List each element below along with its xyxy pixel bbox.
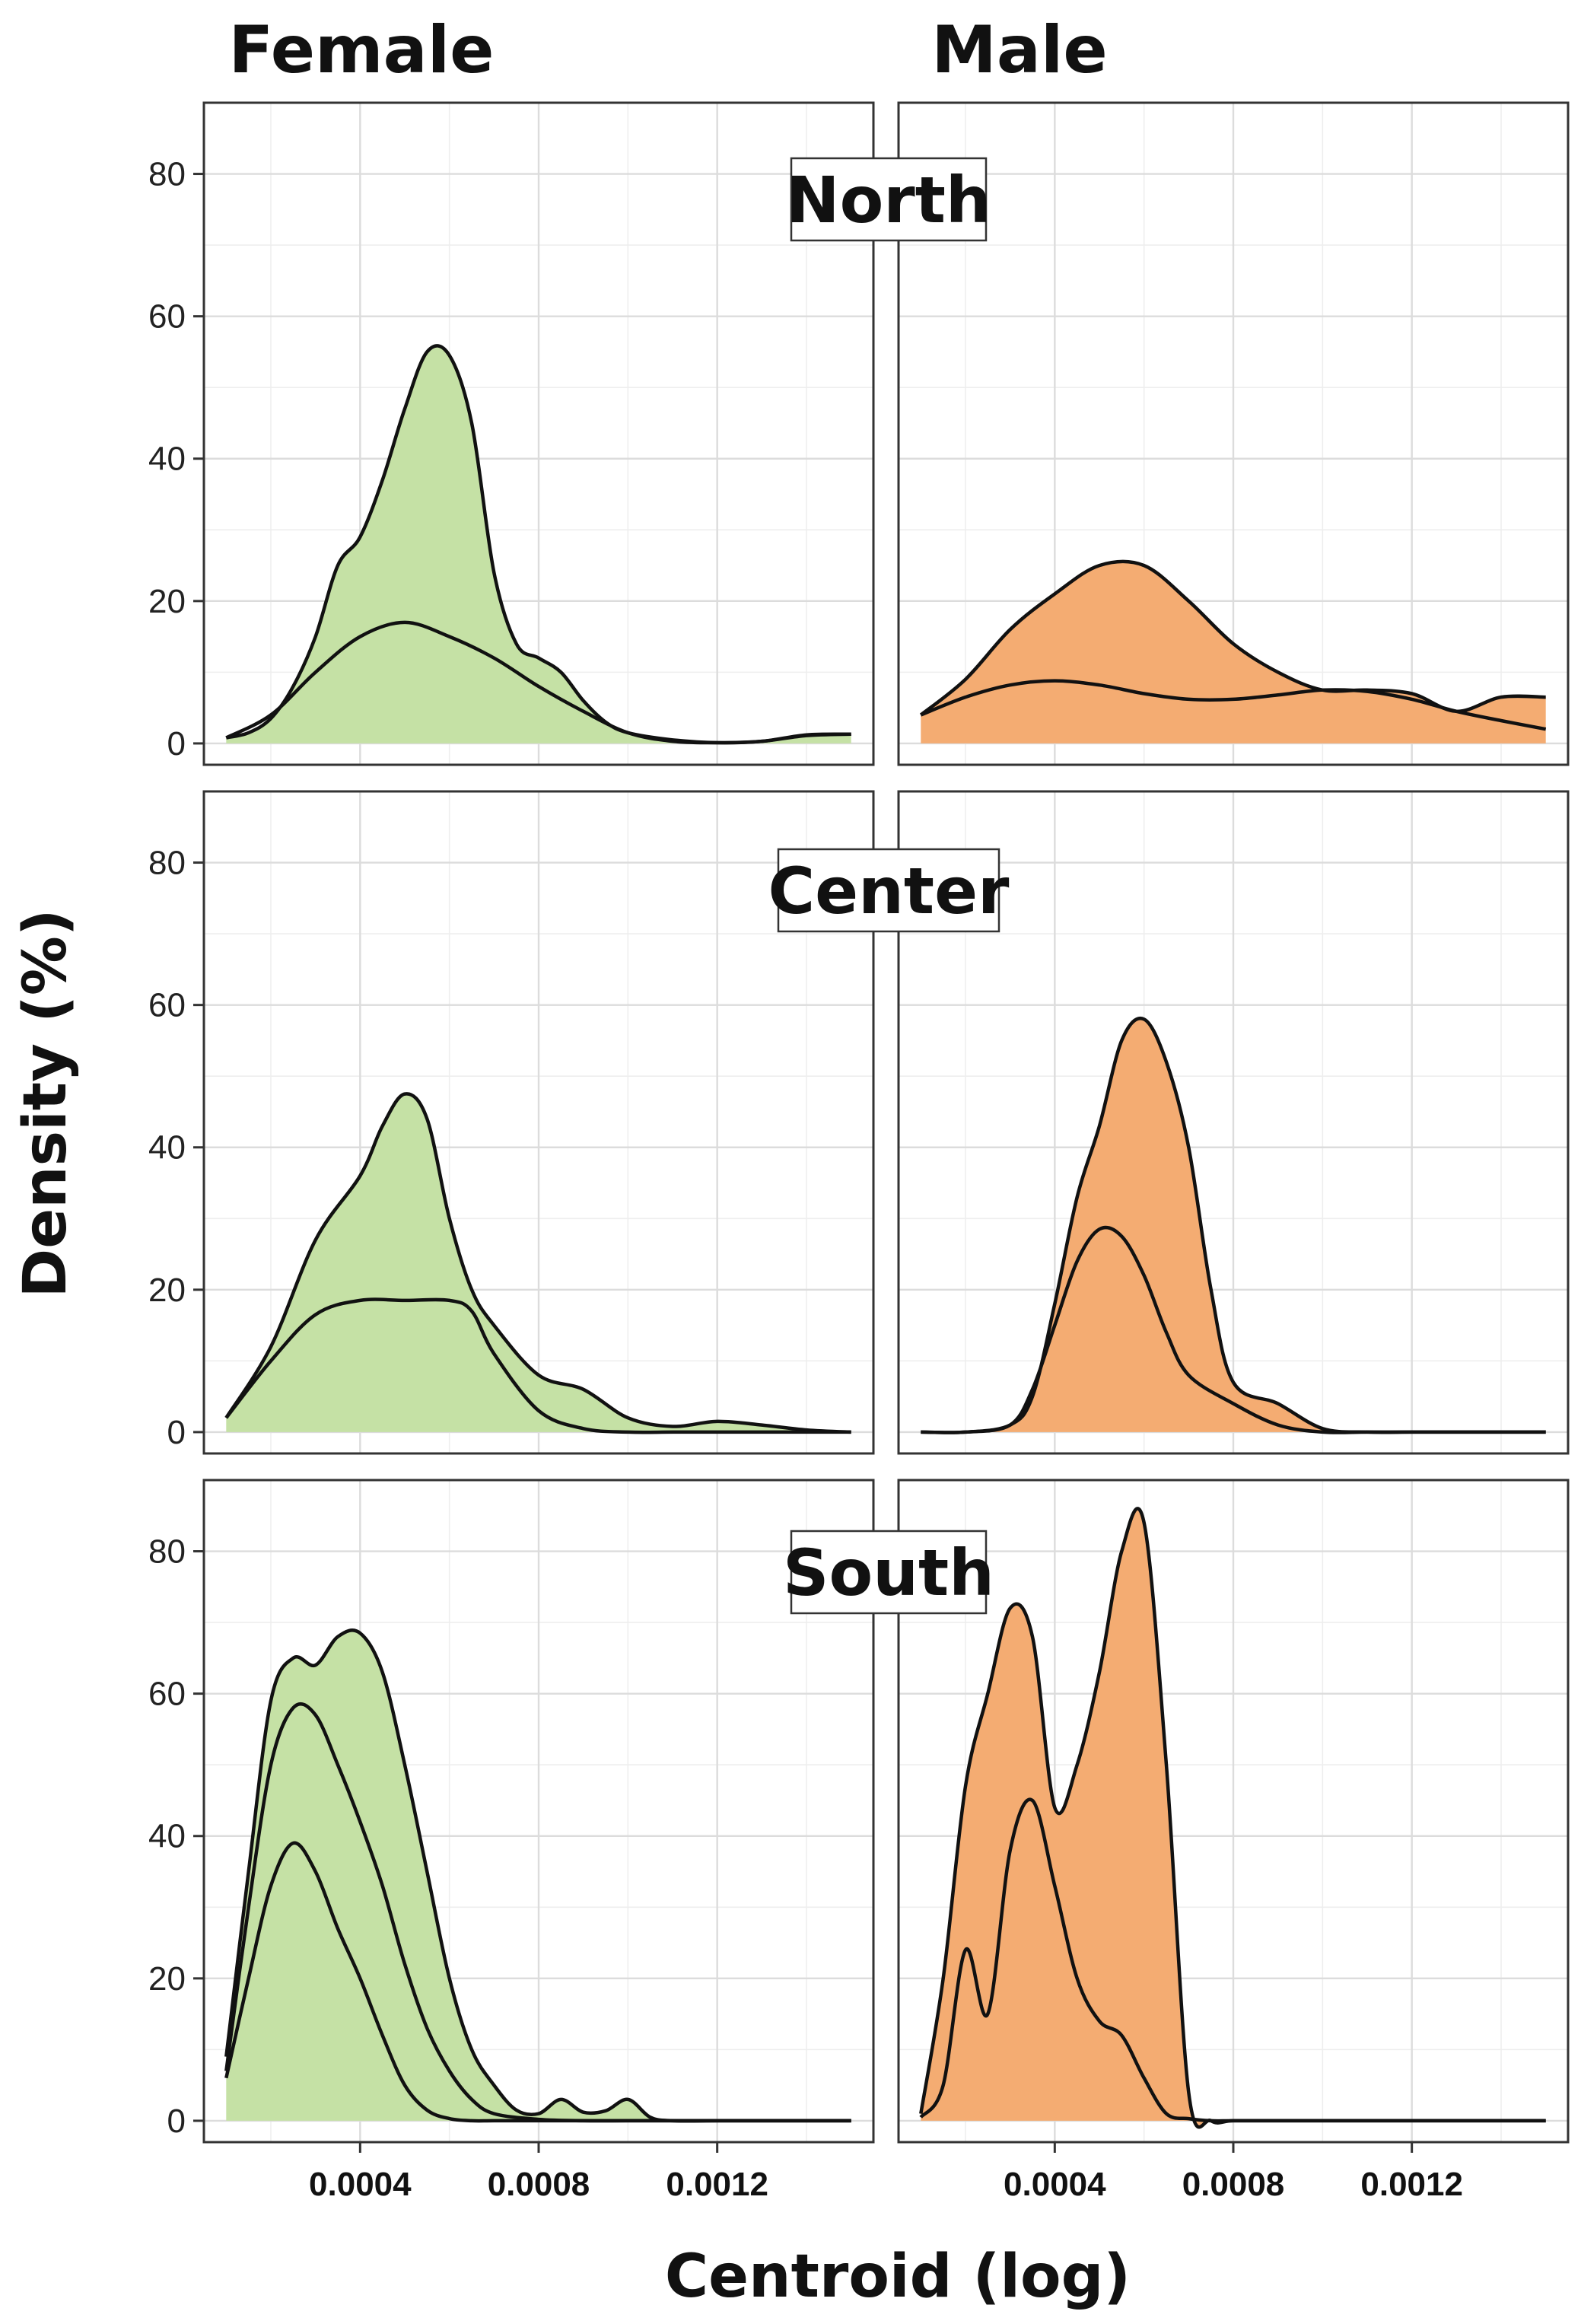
- y-tick-label: 0: [167, 725, 186, 762]
- density-line-female-south-2: [224, 1841, 851, 2123]
- row-label-box: [790, 157, 988, 242]
- panel-border-female-center: [202, 790, 875, 1455]
- x-tick-label: 0.0012: [1360, 2166, 1463, 2203]
- density-line-male-center-1: [921, 1225, 1546, 1434]
- y-tick-label: 0: [167, 2103, 186, 2140]
- row-label-text: North: [786, 163, 991, 237]
- row-label-text: South: [783, 1536, 994, 1610]
- y-tick-label: 40: [148, 1818, 186, 1855]
- density-area-female-north: [226, 345, 851, 743]
- density-area-male-north: [921, 561, 1546, 743]
- x-tick-label: 0.0008: [488, 2166, 590, 2203]
- density-outline-female-center: [224, 1092, 851, 1434]
- y-tick-label: 80: [148, 156, 186, 193]
- y-tick-label: 60: [148, 987, 186, 1024]
- y-tick-label: 80: [148, 845, 186, 882]
- panel-border-male-north: [897, 101, 1570, 766]
- y-tick-label: 80: [148, 1533, 186, 1571]
- y-tick-label: 40: [148, 441, 186, 478]
- density-area-female-center: [226, 1094, 851, 1432]
- y-tick-label: 0: [167, 1414, 186, 1451]
- panel-border-female-north: [202, 101, 875, 766]
- row-label-text: Center: [768, 854, 1010, 928]
- density-line-female-center-1: [224, 1297, 851, 1434]
- row-label-north: North: [786, 157, 991, 242]
- y-tick-label: 20: [148, 1960, 186, 1998]
- y-tick-label: 20: [148, 1272, 186, 1309]
- density-line-male-north-1: [920, 679, 1547, 731]
- row-label-box: [777, 848, 1000, 933]
- density-area-male-center: [921, 1018, 1546, 1433]
- density-area-female-south: [226, 1630, 851, 2122]
- column-title-male: Male: [931, 12, 1107, 88]
- panel-border-male-center: [897, 790, 1570, 1455]
- x-tick-label: 0.0004: [1004, 2166, 1106, 2203]
- x-axis-title: Centroid (log): [665, 2243, 1131, 2311]
- row-label-center: Center: [768, 848, 1010, 933]
- density-line-male-south-1: [919, 1797, 1546, 2123]
- row-label-south: South: [783, 1530, 994, 1615]
- y-tick-label: 60: [148, 298, 186, 336]
- x-tick-label: 0.0004: [309, 2166, 412, 2203]
- y-axis-title: Density (%): [11, 909, 80, 1297]
- y-tick-label: 60: [148, 1676, 186, 1713]
- y-tick-label: 40: [148, 1129, 186, 1167]
- row-label-box: [790, 1530, 988, 1615]
- column-title-female: Female: [228, 12, 494, 88]
- x-tick-label: 0.0012: [666, 2166, 768, 2203]
- x-tick-label: 0.0008: [1182, 2166, 1285, 2203]
- y-tick-label: 20: [148, 583, 186, 620]
- density-line-female-north-1: [225, 620, 851, 745]
